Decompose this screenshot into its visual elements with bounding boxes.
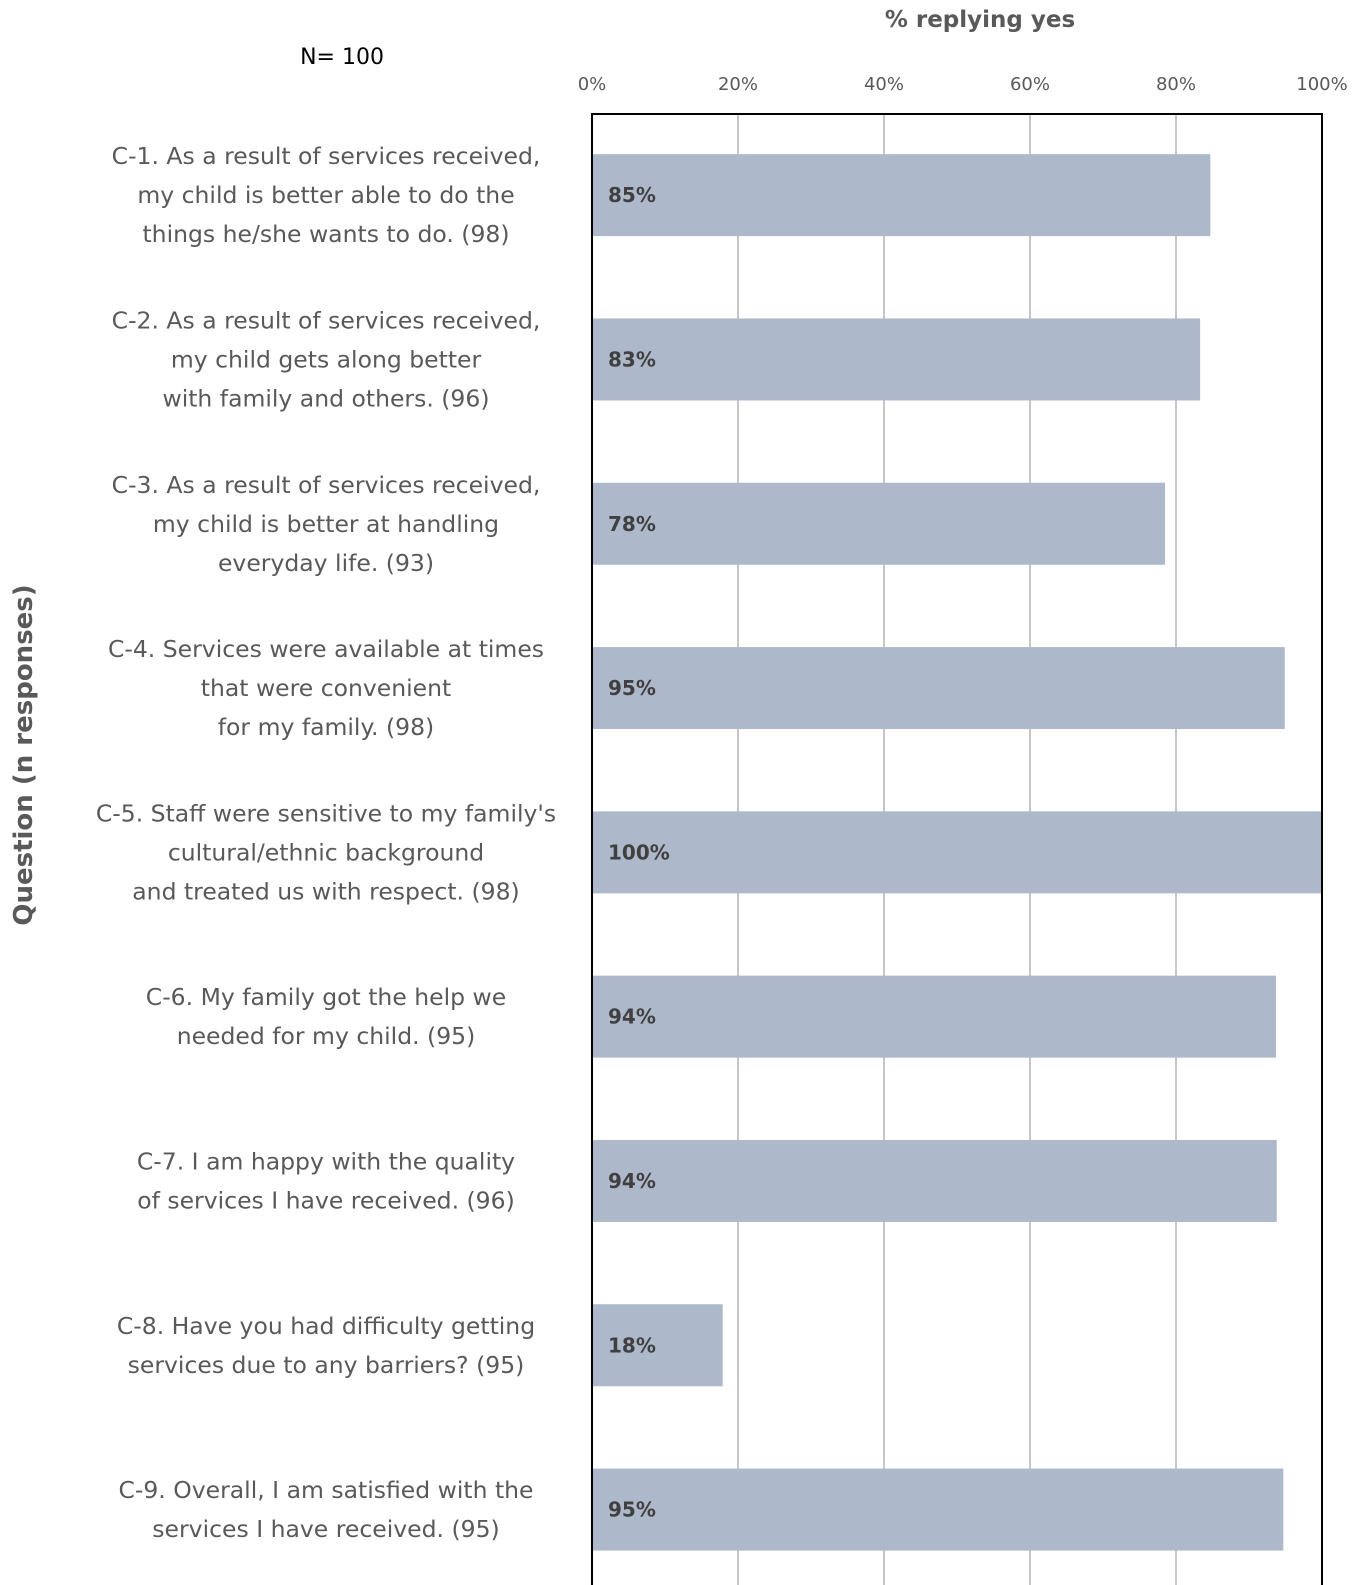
y-axis-title: Question (n responses) xyxy=(9,584,39,925)
x-axis-title: % replying yes xyxy=(885,7,1075,33)
category-label-line: for my family. (98) xyxy=(218,713,434,741)
category-label-line: C-5. Staff were sensitive to my family's xyxy=(96,799,556,827)
category-label-line: services I have received. (95) xyxy=(152,1515,499,1543)
bars xyxy=(592,154,1322,1551)
category-label: C-6. My family got the help we needed for… xyxy=(146,983,506,1050)
sample-size-label: N= 100 xyxy=(300,45,384,70)
category-label-line: and treated us with respect. (98) xyxy=(132,877,519,905)
bar xyxy=(592,1468,1284,1551)
category-label-line: services due to any barriers? (95) xyxy=(128,1351,525,1379)
category-label-line: with family and others. (96) xyxy=(162,384,489,412)
bar xyxy=(592,1304,723,1387)
category-label-line: C-4. Services were available at times xyxy=(108,635,544,663)
category-label-line: things he/she wants to do. (98) xyxy=(142,220,509,248)
category-label-line: C-7. I am happy with the quality xyxy=(137,1147,515,1175)
category-label-line: C-2. As a result of services received, xyxy=(112,306,541,334)
data-label: 95% xyxy=(608,1498,656,1522)
x-tick-label: 100% xyxy=(1296,74,1347,95)
data-label: 78% xyxy=(608,512,656,536)
data-label: 95% xyxy=(608,676,656,700)
data-labels: 85% 83% 78% 95% 100% 94% 94% 18% 95% xyxy=(608,183,670,1521)
category-label: C-5. Staff were sensitive to my family's… xyxy=(96,799,556,905)
bar xyxy=(592,811,1322,894)
category-label: C-1. As a result of services received, my… xyxy=(112,142,541,248)
bar xyxy=(592,482,1166,565)
data-label: 18% xyxy=(608,1333,656,1357)
category-label-line: C-1. As a result of services received, xyxy=(112,142,541,170)
category-label-line: C-3. As a result of services received, xyxy=(112,471,541,499)
bar xyxy=(592,1139,1277,1222)
category-label: C-2. As a result of services received, my… xyxy=(112,306,541,412)
category-label-line: C-8. Have you had difficulty getting xyxy=(117,1312,535,1340)
category-label-line: cultural/ethnic background xyxy=(168,838,484,866)
category-label-line: needed for my child. (95) xyxy=(177,1022,476,1050)
category-label: C-3. As a result of services received, my… xyxy=(112,471,541,577)
data-label: 83% xyxy=(608,347,656,371)
bar xyxy=(592,647,1285,730)
data-label: 85% xyxy=(608,183,656,207)
data-label: 100% xyxy=(608,840,670,864)
x-tick-label: 20% xyxy=(718,74,758,95)
category-label-line: that were convenient xyxy=(201,674,452,702)
category-label: C-7. I am happy with the quality of servi… xyxy=(137,1147,515,1214)
x-tick-label: 40% xyxy=(864,74,904,95)
category-labels: C-1. As a result of services received, my… xyxy=(96,142,556,1543)
category-label: C-8. Have you had difficulty getting serv… xyxy=(117,1312,535,1379)
category-label: C-9. Overall, I am satisfied with the ser… xyxy=(118,1476,533,1543)
x-tick-labels: 0% 20% 40% 60% 80% 100% xyxy=(578,74,1348,95)
bar xyxy=(592,318,1201,401)
data-label: 94% xyxy=(608,1005,656,1029)
category-label: C-4. Services were available at times tha… xyxy=(108,635,544,741)
category-label-line: everyday life. (93) xyxy=(218,549,434,577)
data-label: 94% xyxy=(608,1169,656,1193)
category-label-line: my child gets along better xyxy=(171,345,482,373)
plot-area-border xyxy=(591,113,1323,1585)
category-label-line: my child is better able to do the xyxy=(137,181,514,209)
category-label-line: my child is better at handling xyxy=(153,510,499,538)
category-label-line: of services I have received. (96) xyxy=(137,1186,515,1214)
bar xyxy=(592,154,1211,237)
x-tick-label: 80% xyxy=(1156,74,1196,95)
x-tick-label: 0% xyxy=(578,74,607,95)
x-tick-label: 60% xyxy=(1010,74,1050,95)
bar xyxy=(592,975,1277,1058)
category-label-line: C-9. Overall, I am satisfied with the xyxy=(118,1476,533,1504)
category-label-line: C-6. My family got the help we xyxy=(146,983,506,1011)
